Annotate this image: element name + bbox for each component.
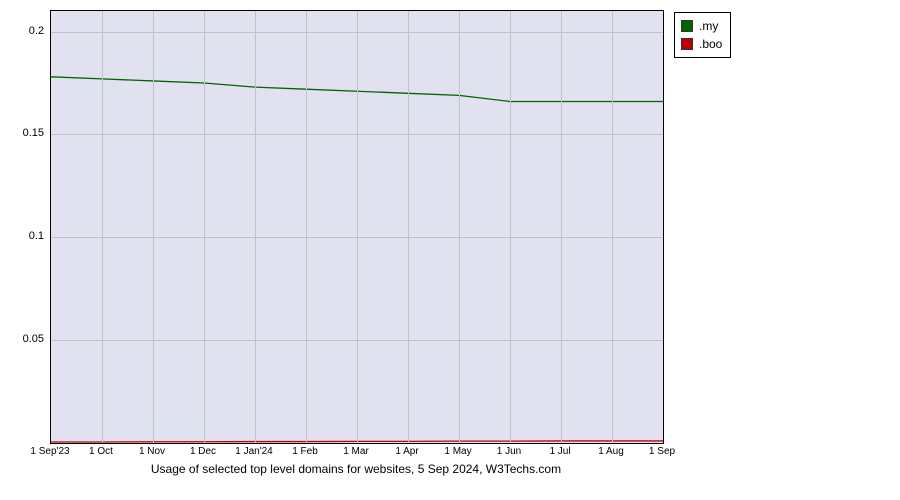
x-axis-label: 1 Sep <box>649 446 675 457</box>
x-axis-label: 1 Aug <box>598 446 624 457</box>
grid-line-vertical <box>153 11 154 443</box>
x-axis-label: 1 Jul <box>549 446 570 457</box>
legend-label: .boo <box>699 37 722 51</box>
x-axis-label: 1 Feb <box>292 446 318 457</box>
y-axis-label: 0.05 <box>23 333 44 345</box>
grid-line-vertical <box>306 11 307 443</box>
grid-line-vertical <box>561 11 562 443</box>
x-axis-label: 1 Oct <box>89 446 113 457</box>
y-axis-label: 0.1 <box>29 230 44 242</box>
legend: .my .boo <box>674 12 731 58</box>
legend-label: .my <box>699 19 718 33</box>
grid-line-vertical <box>255 11 256 443</box>
x-axis-label: 1 Jun <box>497 446 521 457</box>
plot-area <box>50 10 664 444</box>
x-axis-label: 1 Nov <box>139 446 165 457</box>
grid-line-vertical <box>612 11 613 443</box>
legend-swatch <box>681 20 693 32</box>
legend-item: .boo <box>681 35 722 53</box>
y-axis-label: 0.15 <box>23 127 44 139</box>
grid-line-vertical <box>459 11 460 443</box>
x-axis-label: 1 Dec <box>190 446 216 457</box>
grid-line-vertical <box>204 11 205 443</box>
grid-line-vertical <box>102 11 103 443</box>
chart-caption: Usage of selected top level domains for … <box>50 462 662 476</box>
grid-line-vertical <box>357 11 358 443</box>
grid-line-vertical <box>510 11 511 443</box>
chart-container: 0.050.10.150.21 Sep'231 Oct1 Nov1 Dec1 J… <box>50 10 662 442</box>
x-axis-label: 1 Jan'24 <box>235 446 273 457</box>
legend-swatch <box>681 38 693 50</box>
x-axis-label: 1 May <box>444 446 471 457</box>
grid-line-vertical <box>408 11 409 443</box>
x-axis-label: 1 Mar <box>343 446 369 457</box>
y-axis-label: 0.2 <box>29 25 44 37</box>
x-axis-label: 1 Sep'23 <box>30 446 69 457</box>
legend-item: .my <box>681 17 722 35</box>
x-axis-label: 1 Apr <box>395 446 418 457</box>
